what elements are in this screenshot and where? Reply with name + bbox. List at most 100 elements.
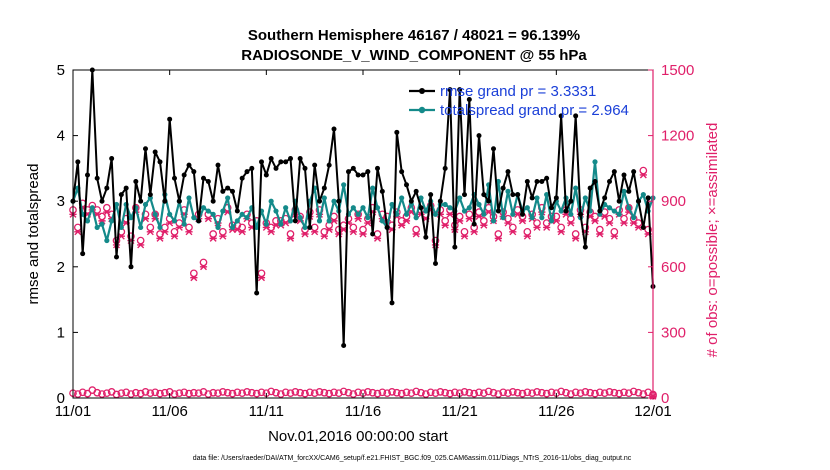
data-file-footnote: data file: /Users/raeder/DAI/ATM_forcXX/… [193, 455, 632, 462]
obs-rejected-baseline-point [392, 388, 401, 397]
totalspread-point [432, 211, 439, 217]
totalspread-point [592, 159, 598, 165]
obs-rejected-baseline-point [378, 388, 387, 397]
rmse-point [186, 162, 192, 168]
rmse-point [273, 165, 279, 171]
rmse-point [515, 192, 521, 198]
obs-rejected-baseline-point [397, 389, 406, 398]
obs-possible-point [286, 230, 295, 238]
totalspread-point [374, 205, 381, 211]
totalspread-point [278, 221, 284, 227]
obs-assimilated-point [359, 230, 367, 238]
rmse-point [524, 179, 530, 185]
obs-rejected-baseline-point [562, 388, 570, 397]
obs-assimilated-point [301, 230, 309, 238]
obs-possible-point [209, 230, 218, 238]
rmse-point [288, 156, 293, 162]
y-left-tick-label: 1 [57, 324, 65, 341]
obs-rejected-baseline-point [475, 388, 483, 397]
obs-assimilated-point [354, 215, 362, 223]
obs-possible-point [146, 223, 155, 232]
obs-assimilated-point [518, 217, 527, 225]
totalspread-point [128, 215, 134, 221]
obs-assimilated-point [485, 208, 493, 216]
rmse-point [181, 172, 187, 178]
totalspread-point [524, 205, 530, 211]
legend: rmse grand pr = 3.3331 totalspread grand… [409, 83, 629, 119]
obs-rejected-baseline-point [436, 388, 445, 396]
x-tick-label: 11/21 [441, 403, 477, 420]
x-tick-label: 11/26 [538, 403, 574, 420]
rmse-point [230, 188, 235, 194]
y-right-tick-label: 0 [661, 390, 669, 407]
legend-spread-label: totalspread grand pr = 2.964 [440, 102, 629, 119]
obs-assimilated-point [137, 241, 145, 249]
obs-assimilated-point [456, 217, 464, 225]
y-right-tick-label: 1500 [661, 62, 694, 79]
rmse-point [437, 198, 443, 204]
obs-rejected-baseline-point [620, 388, 628, 397]
rmse-point [433, 261, 438, 267]
totalspread-point [461, 208, 468, 214]
totalspread-point [191, 215, 197, 221]
y-right-tick-label: 1200 [661, 128, 694, 145]
obs-rejected-baseline-point [586, 388, 595, 397]
y-left-tick-label: 0 [57, 390, 65, 407]
obs-rejected-baseline-point [160, 388, 169, 397]
obs-rejected-baseline-point [228, 389, 237, 398]
totalspread-point [331, 198, 337, 204]
rmse-point [109, 156, 115, 162]
obs-assimilated-point [543, 223, 551, 231]
obs-assimilated-point [74, 228, 82, 236]
totalspread-point [205, 208, 211, 214]
obs-assimilated-point [480, 221, 488, 229]
obs-assimilated-point [504, 219, 512, 227]
totalspread-point [370, 185, 376, 191]
rmse-point [331, 126, 337, 132]
obs-rejected-baseline-point [412, 387, 421, 396]
y-axis-left-label: rmse and totalspread [25, 164, 42, 305]
totalspread-point [210, 211, 216, 217]
obs-rejected-baseline-point [479, 389, 488, 398]
rmse-point [626, 188, 632, 194]
obs-possible-point [523, 227, 532, 236]
obs-rejected-baseline-point [175, 389, 184, 398]
rmse-point [263, 172, 269, 178]
obs-rejected-baseline-point [349, 390, 358, 398]
rmse-point [355, 172, 361, 178]
obs-rejected-baseline-point [83, 389, 92, 398]
rmse-point [510, 192, 516, 198]
obs-rejected-baseline-point [624, 389, 633, 398]
obs-rejected-baseline-point [141, 388, 150, 396]
obs-rejected-baseline-point [354, 388, 363, 397]
obs-rejected-baseline-point [78, 388, 87, 397]
legend-rmse-label: rmse grand pr = 3.3331 [440, 83, 596, 100]
totalspread-point [142, 201, 149, 208]
obs-assimilated-point [620, 219, 628, 227]
legend-spread-marker [418, 106, 426, 114]
obs-rejected-baseline-point [557, 387, 566, 396]
obs-assimilated-point [286, 234, 295, 242]
obs-rejected-baseline-point [446, 389, 454, 398]
rmse-point [466, 97, 472, 103]
totalspread-point [457, 195, 463, 201]
obs-rejected-baseline-point [180, 388, 189, 397]
legend-rmse-marker [419, 88, 425, 94]
obs-rejected-baseline-point [344, 388, 353, 397]
rmse-point [317, 198, 322, 204]
obs-assimilated-point [601, 213, 609, 221]
chart-title: Southern Hemisphere 46167 / 48021 = 96.1… [248, 27, 580, 44]
obs-rejected-baseline-point [194, 389, 203, 398]
obs-assimilated-point [282, 219, 290, 227]
obs-rejected-baseline-point [383, 389, 392, 398]
totalspread-point [413, 215, 419, 221]
totalspread-point [118, 224, 124, 231]
obs-rejected-baseline-point [615, 389, 624, 398]
rmse-point [611, 169, 617, 175]
totalspread-point [573, 185, 579, 191]
totalspread-point [606, 205, 613, 211]
rmse-point [462, 192, 467, 198]
obs-rejected-baseline-point [373, 389, 382, 398]
obs-rejected-baseline-point [566, 390, 575, 398]
